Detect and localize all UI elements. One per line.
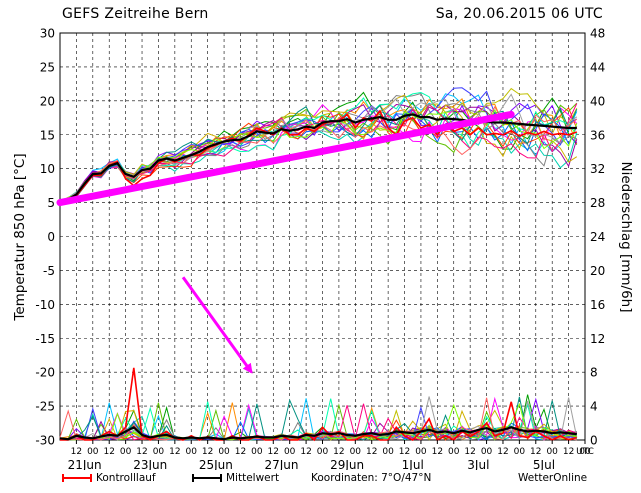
date-label: 27Jun [264,458,298,470]
x-tick-label: 00 [579,447,591,457]
date-label: 1Jul [402,458,424,470]
x-tick-label: 00 [317,447,329,457]
y2-tick-label: 44 [590,60,605,74]
y2-tick-label: 40 [590,94,605,108]
y2-tick-label: 16 [590,298,605,312]
x-tick-label: 12 [235,447,246,457]
y-tick-label: 20 [40,94,55,108]
y2-tick-label: 24 [590,230,605,244]
y2-tick-label: 12 [590,332,605,346]
legend-mean: Mittelwert [192,472,279,484]
control-temp-line [59,109,578,204]
mean-swatch-icon [192,474,222,482]
x-tick-label: 12 [300,447,311,457]
x-tick-label: 12 [103,447,114,457]
brand-label: WetterOnline [518,472,588,484]
x-tick-label: 00 [415,447,427,457]
y2-tick-label: 0 [590,434,598,448]
date-label: 5Jul [533,458,555,470]
x-tick-label: 12 [530,447,541,457]
x-tick-label: 00 [186,447,198,457]
x-tick-label: 12 [399,447,410,457]
coordinates-label: Koordinaten: 7°O/47°N [311,472,432,484]
date-label: 29Jun [330,458,364,470]
x-tick-label: 00 [87,447,99,457]
x-tick-label: 12 [202,447,213,457]
x-tick-label: 00 [382,447,394,457]
legend-control-label: Kontrolllauf [96,472,156,484]
legend-mean-label: Mittelwert [226,472,280,484]
legend-control: Kontrolllauf [62,472,156,484]
run-time-label: Sa, 20.06.2015 06 UTC [435,6,603,22]
x-tick-label: 12 [366,447,377,457]
x-tick-label: 12 [563,447,574,457]
ensemble-temp-line [59,106,578,204]
y2-tick-label: 32 [590,162,605,176]
y-tick-label: -25 [35,400,55,414]
y-tick-label: 10 [40,162,55,176]
y-tick-label: 15 [40,128,55,142]
x-tick-label: 12 [71,447,82,457]
date-label: 25Jun [199,458,233,470]
x-tick-label: 00 [514,447,526,457]
x-tick-label: 00 [251,447,263,457]
x-tick-label: 00 [218,447,230,457]
y-tick-label: 5 [47,196,55,210]
y2-tick-label: 8 [590,366,598,380]
y-axis-label: Temperatur 850 hPa [°C] [12,153,28,321]
x-tick-label: 00 [448,447,460,457]
date-label: 21Jun [68,458,102,470]
y-tick-label: -15 [35,332,55,346]
y-tick-label: -20 [35,366,55,380]
trend-arrow-line [56,110,515,207]
x-tick-label: 12 [268,447,279,457]
x-tick-label: 12 [464,447,475,457]
chart-title: GEFS Zeitreihe Bern [62,6,209,22]
y2-tick-label: 20 [590,264,605,278]
ensemble-temp-line [59,103,578,203]
x-tick-label: 00 [153,447,165,457]
pointer-arrow [181,276,253,374]
date-label: 3Jul [467,458,489,470]
y2-tick-label: 36 [590,128,605,142]
y-tick-label: -30 [35,434,55,448]
x-tick-label: 00 [120,447,132,457]
x-tick-label: 12 [432,447,443,457]
y-tick-label: 30 [40,27,55,41]
mean-precip-line [59,425,577,441]
y-tick-label: -10 [35,298,55,312]
x-tick-label: 12 [169,447,180,457]
y2-tick-label: 48 [590,27,605,41]
y-tick-label: -5 [43,264,55,278]
x-tick-label: 00 [350,447,362,457]
y-tick-label: 0 [47,230,55,244]
x-tick-label: 12 [136,447,147,457]
date-label: 23Jun [133,458,167,470]
chart-svg: 12 00 12 00 12 00 12 00 12 00 12 00 12 00 12 00 12 00 12 00… [12,27,634,471]
x-tick-label: 00 [546,447,558,457]
y2-axis-label: Niederschlag [mm/6h] [618,161,634,312]
y2-tick-label: 4 [590,400,598,414]
y-tick-label: 25 [40,60,55,74]
x-tick-label: 00 [481,447,493,457]
control-swatch-icon [62,474,92,482]
x-tick-label: 12 [497,447,508,457]
mean-temp-line [59,113,577,204]
x-unit-label: UTC [576,447,594,457]
x-tick-label: 12 [333,447,344,457]
x-tick-label: 00 [284,447,296,457]
y2-tick-label: 28 [590,196,605,210]
